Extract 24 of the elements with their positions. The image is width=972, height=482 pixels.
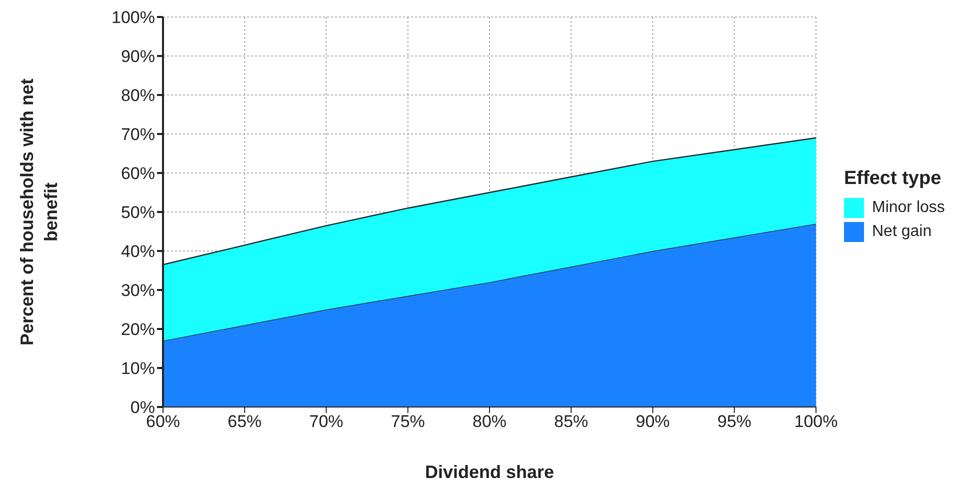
y-tick-label: 10% [120, 359, 155, 378]
legend-title: Effect type [844, 168, 942, 190]
y-axis-title: Percent of households with net benefit [16, 77, 62, 348]
x-tick-label: 65% [228, 412, 262, 432]
y-tick-label: 80% [120, 86, 155, 106]
y-tick-label: 90% [120, 47, 155, 66]
x-tick-label: 95% [717, 412, 752, 432]
x-tick-label: 100% [794, 412, 838, 432]
y-tick-label: 40% [120, 242, 155, 262]
x-tick-label: 80% [472, 412, 507, 432]
y-tick-label: 20% [120, 320, 155, 340]
x-tick-label: 75% [390, 412, 425, 432]
x-tick-label: 70% [309, 412, 344, 432]
y-tick-label: 30% [120, 281, 155, 300]
y-tick-label: 70% [120, 125, 155, 144]
x-tick-label: 85% [554, 412, 588, 432]
y-tick-label: 50% [120, 203, 155, 222]
legend-label: Net gain [872, 223, 932, 241]
x-tick-label: 60% [146, 412, 180, 432]
x-axis-title: Dividend share [424, 462, 554, 482]
y-tick-label: 100% [112, 8, 155, 28]
x-tick-label: 90% [636, 412, 670, 432]
y-tick-label: 60% [120, 164, 155, 184]
legend-label: Minor loss [872, 199, 945, 217]
